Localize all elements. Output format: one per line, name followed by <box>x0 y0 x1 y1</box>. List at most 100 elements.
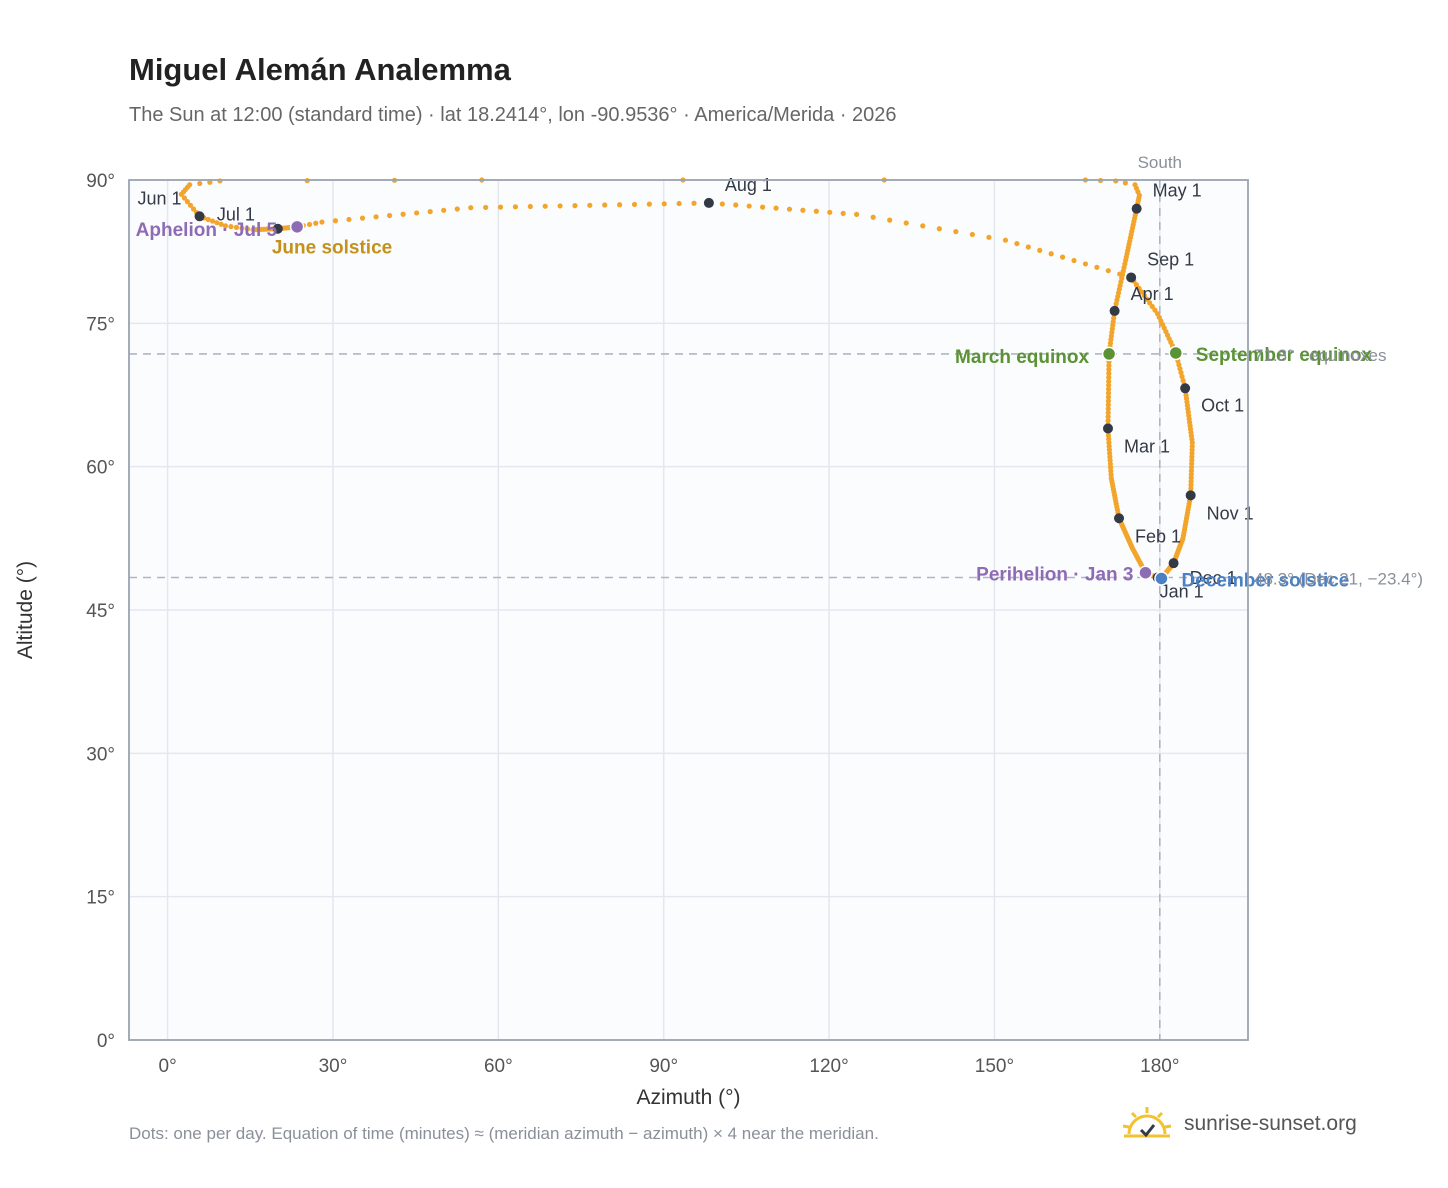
day-dot <box>840 210 846 216</box>
chart-subtitle: The Sun at 12:00 (standard time) · lat 1… <box>129 104 897 126</box>
day-dot <box>1152 307 1158 313</box>
day-dot <box>691 200 697 206</box>
day-dot <box>187 202 194 208</box>
day-dot <box>1105 406 1111 412</box>
day-dot <box>1139 289 1145 295</box>
day-dot <box>969 231 975 238</box>
day-dot <box>1105 402 1111 408</box>
day-dot <box>1037 247 1043 253</box>
x-tick-label: 60° <box>484 1056 513 1077</box>
day-dot <box>602 202 608 208</box>
y-tick-label: 45° <box>86 601 115 622</box>
day-dot <box>178 191 184 197</box>
month-marker <box>1102 423 1113 434</box>
day-dot <box>1105 386 1112 392</box>
day-dot <box>572 203 578 209</box>
day-dot <box>920 223 926 229</box>
day-dot <box>1071 257 1077 264</box>
meridian-label: South <box>1138 153 1182 172</box>
brand[interactable]: sunrise-sunset.org <box>1120 1102 1357 1146</box>
month-marker <box>272 223 283 234</box>
month-label: Sep 1 <box>1147 249 1194 269</box>
day-dot <box>773 205 779 211</box>
day-dot <box>244 226 251 232</box>
day-dot <box>306 221 313 228</box>
event-label: June solstice <box>272 238 392 259</box>
day-dot <box>497 204 504 210</box>
month-marker <box>1114 513 1125 524</box>
day-dot <box>1082 261 1089 267</box>
day-dot <box>214 220 220 226</box>
day-dot <box>1176 362 1182 368</box>
day-dot <box>228 224 234 230</box>
day-dot <box>1059 254 1066 260</box>
day-dot <box>441 207 447 213</box>
day-dot <box>1094 264 1100 270</box>
month-label: May 1 <box>1153 181 1202 201</box>
x-tick-label: 30° <box>319 1056 348 1077</box>
day-dot <box>427 209 433 215</box>
y-tick-label: 75° <box>86 314 115 335</box>
day-dot <box>1133 282 1140 288</box>
event-label: March equinox <box>955 347 1090 368</box>
day-dot <box>222 223 229 229</box>
day-dot <box>1106 367 1112 373</box>
day-dot <box>207 179 213 185</box>
day-dot <box>786 206 793 212</box>
chart-title: Miguel Alemán Analemma <box>129 52 511 87</box>
day-dot <box>936 226 942 232</box>
day-dot <box>1141 293 1147 299</box>
day-dot <box>386 212 393 219</box>
day-dot <box>903 220 909 226</box>
day-dot <box>1105 390 1112 396</box>
day-dot <box>986 234 992 240</box>
footnote: Dots: one per day. Equation of time (min… <box>129 1124 879 1143</box>
month-marker <box>703 197 714 208</box>
day-dot <box>1105 417 1111 424</box>
month-marker <box>1131 203 1142 214</box>
day-dot <box>1002 237 1009 243</box>
event-marker <box>1101 346 1117 362</box>
day-dot <box>1105 410 1111 416</box>
day-dot <box>1106 363 1112 369</box>
x-tick-label: 90° <box>649 1056 678 1077</box>
plot-frame <box>128 179 1249 1041</box>
day-dot <box>676 200 682 207</box>
day-dot <box>332 218 339 224</box>
day-dot <box>542 203 548 209</box>
day-dot <box>373 214 379 220</box>
day-dot <box>184 199 191 205</box>
day-dot <box>854 211 860 217</box>
day-dot <box>733 202 739 208</box>
month-label: Oct 1 <box>1201 395 1244 415</box>
day-dot <box>1105 414 1111 420</box>
event-marker <box>1154 571 1169 586</box>
y-axis-label: Altitude (°) <box>14 561 37 659</box>
day-dot <box>209 218 216 224</box>
day-dot <box>527 203 533 210</box>
day-dot <box>557 203 563 209</box>
month-marker <box>1168 558 1179 569</box>
day-dot <box>1025 244 1031 250</box>
y-tick-label: 90° <box>86 171 115 192</box>
day-dot <box>346 216 352 223</box>
day-dot <box>953 229 959 235</box>
month-label: Jul 1 <box>217 205 255 225</box>
day-dot <box>483 204 489 211</box>
sun-logo-icon <box>1122 1107 1172 1138</box>
day-dot <box>1144 296 1150 302</box>
day-dot <box>719 201 725 207</box>
day-dot <box>190 206 197 212</box>
month-marker <box>194 211 205 222</box>
x-tick-label: 120° <box>809 1056 848 1077</box>
x-tick-label: 180° <box>1140 1056 1179 1077</box>
reference-line-label: 48.3° (Dec 21, −23.4°) <box>1254 570 1423 589</box>
day-dot <box>233 224 240 230</box>
event-marker <box>289 219 305 235</box>
day-dot <box>813 208 819 214</box>
month-label: Apr 1 <box>1131 284 1174 304</box>
day-dot <box>1048 251 1054 257</box>
day-dot <box>1180 377 1186 384</box>
x-tick-label: 150° <box>975 1056 1014 1077</box>
month-label: Feb 1 <box>1135 526 1181 546</box>
